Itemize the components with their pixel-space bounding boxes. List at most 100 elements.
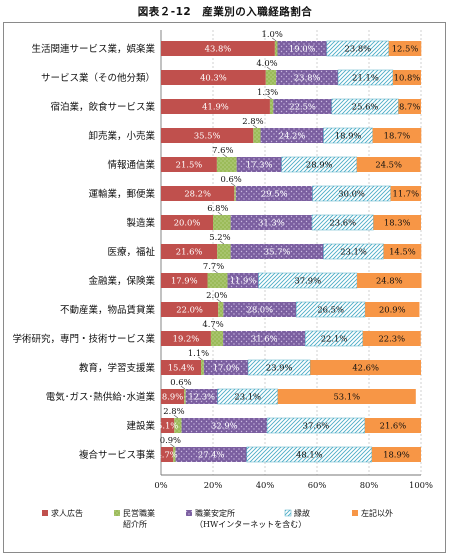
bar-segment bbox=[371, 447, 421, 462]
leader-line bbox=[173, 414, 179, 419]
leader-line bbox=[212, 327, 218, 332]
data-label: 0.6% bbox=[220, 174, 241, 184]
bar-segment bbox=[161, 215, 213, 230]
data-label: 1.0% bbox=[262, 29, 283, 39]
data-label: 21.6% bbox=[176, 247, 203, 257]
data-label: 8.7% bbox=[399, 102, 420, 112]
category-label: 電気･ガス･熱供給･水道業 bbox=[46, 391, 156, 403]
bar-segment bbox=[173, 447, 176, 462]
bar-segment bbox=[223, 302, 297, 317]
data-label: 4.0% bbox=[256, 58, 277, 68]
data-label: 22.5% bbox=[289, 102, 316, 112]
data-label: 31.6% bbox=[251, 334, 278, 344]
legend-label: 民営職業 bbox=[123, 508, 155, 518]
data-label: 7.7% bbox=[203, 261, 224, 271]
x-tick-label: 60% bbox=[308, 480, 327, 490]
data-label: 1.1% bbox=[188, 348, 209, 358]
leader-line bbox=[252, 124, 258, 129]
data-label: 32.9% bbox=[211, 421, 238, 431]
legend-swatch bbox=[186, 510, 192, 516]
bar-segment bbox=[235, 186, 313, 201]
legend-swatch bbox=[352, 510, 358, 516]
bar-segment bbox=[362, 331, 421, 346]
bar-segment bbox=[277, 389, 416, 404]
data-label: 11.7% bbox=[392, 189, 419, 199]
data-label: 23.8% bbox=[345, 44, 372, 54]
bar-segment bbox=[218, 302, 224, 317]
data-label: 17.3% bbox=[246, 160, 273, 170]
bar-segment bbox=[277, 41, 327, 56]
data-label: 19.2% bbox=[173, 334, 200, 344]
bar-segment bbox=[161, 447, 174, 462]
bar-segment bbox=[203, 360, 249, 375]
leader-line bbox=[222, 153, 227, 158]
bar-segment bbox=[161, 70, 266, 85]
bar-segment bbox=[161, 41, 275, 56]
bar-segment bbox=[230, 244, 324, 259]
data-label: 1.3% bbox=[257, 87, 278, 97]
bar-segment bbox=[161, 389, 185, 404]
data-label: 28.9% bbox=[306, 160, 333, 170]
bar-segment bbox=[207, 273, 228, 288]
bar-segment bbox=[230, 215, 313, 230]
bar-segment bbox=[213, 215, 231, 230]
bar-segment bbox=[372, 128, 422, 143]
data-label: 24.8% bbox=[376, 276, 403, 286]
legend-label: 紹介所 bbox=[123, 519, 147, 529]
data-label: 0.9% bbox=[160, 435, 181, 445]
data-label: 15.4% bbox=[168, 363, 195, 373]
leader-line bbox=[219, 240, 225, 245]
bar-segment bbox=[175, 447, 247, 462]
category-label: 運輸業，郵便業 bbox=[88, 188, 155, 200]
leader-line bbox=[271, 37, 277, 42]
data-label: 0.6% bbox=[170, 377, 191, 387]
bar-segment bbox=[210, 331, 224, 346]
leader-line bbox=[180, 385, 186, 390]
data-label: 23.8% bbox=[294, 73, 321, 83]
category-label: 医療，福祉 bbox=[107, 246, 155, 258]
legend-label: 縁故 bbox=[294, 508, 310, 518]
data-label: 22.0% bbox=[176, 305, 203, 315]
data-label: 23.6% bbox=[329, 218, 356, 228]
bar-segment bbox=[161, 418, 175, 433]
legend-label: 左記以外 bbox=[361, 508, 393, 518]
bar-segment bbox=[217, 244, 231, 259]
leader-line bbox=[267, 95, 272, 100]
data-label: 28.0% bbox=[246, 305, 273, 315]
bar-segment bbox=[161, 244, 218, 259]
data-label: 30.0% bbox=[338, 189, 365, 199]
data-label: 27.4% bbox=[198, 450, 225, 460]
data-label: 12.3% bbox=[188, 392, 215, 402]
category-label: 建設業 bbox=[126, 420, 155, 432]
data-label: 37.9% bbox=[294, 276, 321, 286]
bar-segment bbox=[390, 186, 421, 201]
bar-segment bbox=[392, 70, 421, 85]
data-label: 5.2% bbox=[209, 232, 230, 242]
data-label: 10.8% bbox=[394, 73, 421, 83]
data-label: 21.1% bbox=[352, 73, 379, 83]
bar-segment bbox=[161, 128, 254, 143]
bar-segment bbox=[383, 244, 422, 259]
leader-line bbox=[213, 269, 218, 274]
x-tick-label: 40% bbox=[256, 480, 275, 490]
category-label: 教育，学習支援業 bbox=[79, 362, 156, 374]
category-label: 卸売業，小売業 bbox=[88, 130, 155, 142]
data-label: 43.8% bbox=[205, 44, 232, 54]
data-label: 6.8% bbox=[207, 203, 228, 213]
data-label: 25.6% bbox=[352, 102, 379, 112]
bar-segment bbox=[364, 418, 421, 433]
bar-segment bbox=[161, 186, 235, 201]
leader-line bbox=[217, 211, 223, 216]
bar-segment bbox=[356, 157, 421, 172]
bar-segment bbox=[174, 418, 182, 433]
bar-segment bbox=[265, 70, 277, 85]
bar-segment bbox=[398, 99, 421, 114]
data-label: 24.5% bbox=[375, 160, 402, 170]
data-label: 35.7% bbox=[264, 247, 291, 257]
bar-segment bbox=[185, 389, 218, 404]
bar-segment bbox=[337, 69, 394, 86]
x-tick-label: 0% bbox=[154, 480, 167, 490]
category-label: 金融業，保険業 bbox=[88, 275, 155, 287]
category-label: 宿泊業，飲食サービス業 bbox=[50, 101, 155, 113]
bar-segment bbox=[260, 128, 324, 143]
